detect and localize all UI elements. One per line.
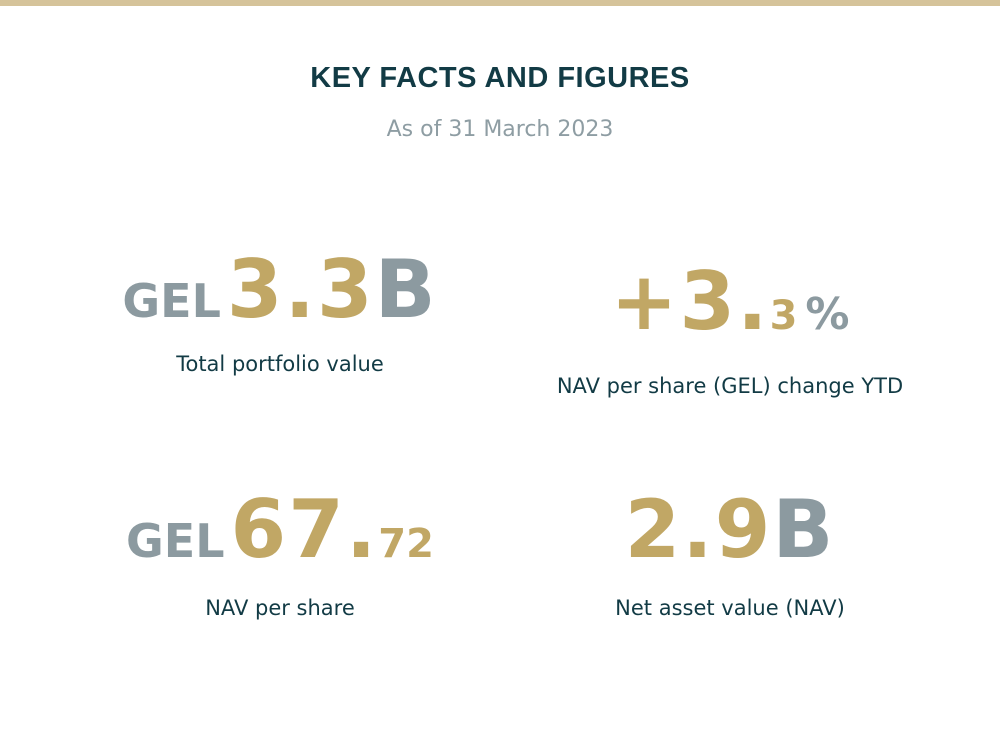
fact-suffix: B <box>374 243 438 336</box>
fact-number: 2.9 <box>624 483 773 576</box>
fact-label: NAV per share <box>205 596 355 620</box>
fact-value: GEL3.3B <box>80 250 480 330</box>
page-subtitle: As of 31 March 2023 <box>386 117 614 142</box>
fact-suffix: B <box>772 483 836 576</box>
fact-label: Total portfolio value <box>176 352 384 376</box>
fact-label: Net asset value (NAV) <box>615 596 845 620</box>
fact-number: 3.3 <box>226 243 375 336</box>
fact-net-asset-value: 2.9B Net asset value (NAV) <box>510 490 950 621</box>
fact-number-decimal: 3 <box>769 293 798 339</box>
top-accent-rule <box>0 0 1000 6</box>
fact-sign: + <box>610 255 680 348</box>
page-title: KEY FACTS AND FIGURES <box>310 62 690 94</box>
fact-number-whole: 3. <box>679 255 770 348</box>
fact-value: 2.9B <box>510 490 950 570</box>
fact-value: GEL67.72 <box>80 490 480 570</box>
fact-nav-change-ytd: +3.3% NAV per share (GEL) change YTD <box>510 262 950 399</box>
fact-suffix: % <box>805 289 850 340</box>
currency-prefix: GEL <box>126 514 225 568</box>
fact-nav-per-share: GEL67.72 NAV per share <box>80 490 480 621</box>
fact-number-whole: 67. <box>230 483 379 576</box>
fact-number-decimal: 72 <box>378 521 434 567</box>
fact-total-portfolio-value: GEL3.3B Total portfolio value <box>80 250 480 377</box>
currency-prefix: GEL <box>122 274 221 328</box>
fact-label: NAV per share (GEL) change YTD <box>556 374 904 398</box>
fact-value: +3.3% <box>510 262 950 342</box>
